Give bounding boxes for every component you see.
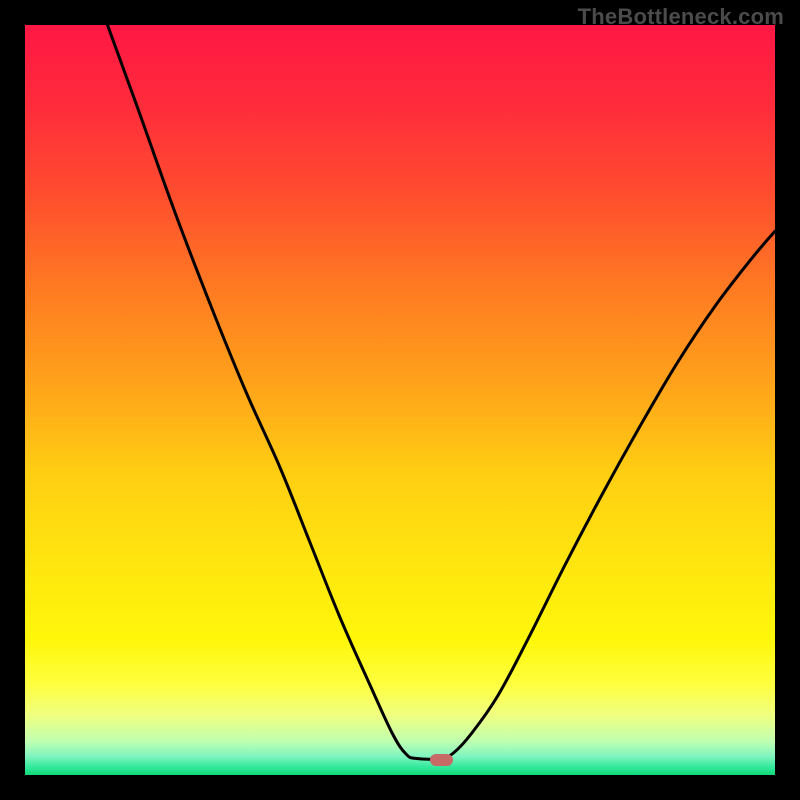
bottleneck-chart: [25, 25, 775, 775]
gradient-background: [25, 25, 775, 775]
plot-area: [25, 25, 775, 775]
chart-frame: TheBottleneck.com: [0, 0, 800, 800]
optimal-marker: [430, 754, 453, 766]
